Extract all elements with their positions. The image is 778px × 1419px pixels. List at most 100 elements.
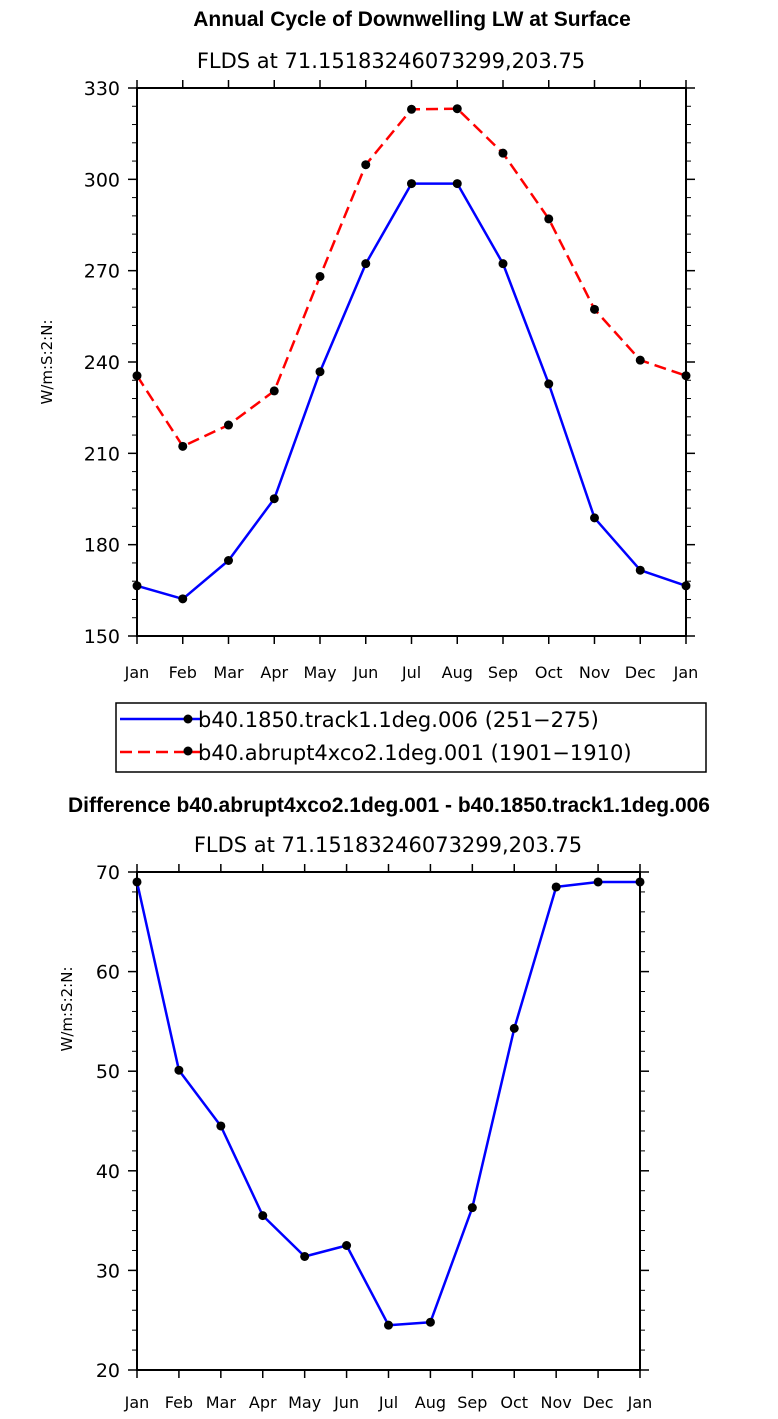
x-tick-label: Oct [535,663,563,682]
x-tick-label: Oct [500,1393,528,1412]
y-tick-label: 300 [84,169,120,191]
chart1-legend: b40.1850.track1.1deg.006 (251−275) b40.a… [115,702,707,773]
data-point-series-1 [132,877,142,887]
x-tick-label: Jun [352,663,378,682]
legend-label-series-2: b40.abrupt4xco2.1deg.001 (1901−1910) [198,741,632,765]
data-point-series-1 [342,1241,352,1250]
x-tick-label: Feb [165,1393,193,1412]
data-point-series-1 [216,1121,226,1131]
data-point-series-2 [635,355,645,365]
legend-frame [115,702,707,773]
data-point-series-2 [269,386,279,396]
data-point-series-2 [178,441,188,451]
legend-marker-series-1 [183,714,193,724]
chart1-axes: 150 180 210 240 270 300 330 Jan Feb Mar Apr May Jun J… [84,78,699,682]
y-tick-label: 40 [96,1161,120,1183]
y-tick-label: 20 [96,1360,120,1382]
y-tick-label: 150 [84,626,120,648]
x-tick-label: Jul [378,1393,398,1412]
y-tick-label: 330 [84,78,120,100]
data-point-series-1 [315,367,325,377]
chart2-subtitle: FLDS at 71.15183246073299,203.75 [194,833,582,857]
plot-frame [136,871,641,1371]
x-tick-label: Aug [442,663,473,682]
y-tick-label: 180 [84,535,120,557]
y-tick-label: 60 [96,962,120,984]
x-tick-label: Jan [124,663,150,682]
data-point-series-1 [407,179,416,189]
data-point-series-2 [681,371,691,381]
x-tick-label: Dec [625,663,656,682]
data-point-series-2 [544,214,554,224]
x-tick-label: Sep [457,1393,487,1412]
x-tick-label: Jan [627,1393,653,1412]
data-point-series-1 [593,877,603,887]
data-point-series-2 [132,371,142,381]
data-point-series-1 [498,259,508,269]
data-point-series-1 [132,581,142,591]
x-tick-label: Jun [333,1393,359,1412]
data-point-series-1 [174,1065,184,1075]
legend-label-series-1: b40.1850.track1.1deg.006 (251−275) [198,708,599,732]
data-point-series-2 [315,271,325,281]
y-tick-label: 70 [96,862,120,884]
chart1-plot-area [132,104,691,604]
y-tick-label: 210 [84,443,120,465]
data-point-series-2 [498,148,508,158]
x-tick-label: Mar [213,663,244,682]
x-tick-label: Jan [124,1393,150,1412]
data-point-series-1 [258,1211,268,1221]
y-tick-label: 240 [84,352,120,374]
data-point-series-1 [635,565,645,575]
data-point-series-1 [509,1023,519,1033]
data-point-series-2 [452,104,462,114]
series-line-2 [135,107,687,448]
x-tick-label: Sep [488,663,518,682]
x-tick-label: Nov [579,663,610,682]
data-point-series-1 [544,379,554,389]
x-tick-label: Jan [673,663,699,682]
data-point-series-1 [635,877,645,887]
y-tick-label: 50 [96,1061,120,1083]
data-point-series-1 [269,494,279,504]
x-tick-label: Feb [169,663,197,682]
chart2-y-axis-label: W/m:S:2:N: [58,967,76,1052]
y-tick-label: 30 [96,1260,120,1282]
data-point-series-1 [384,1320,393,1330]
data-point-series-1 [178,594,188,604]
x-tick-label: Aug [415,1393,446,1412]
plot-frame [136,87,687,637]
chart1-y-axis-label: W/m:S:2:N: [38,320,56,405]
data-point-series-1 [452,179,462,189]
x-tick-label: Jul [401,663,421,682]
chart1-title: Annual Cycle of Downwelling LW at Surfac… [193,8,631,31]
series-line-1 [135,880,640,1327]
chart2-plot-area [132,877,645,1330]
data-point-series-1 [224,555,233,565]
data-point-series-1 [361,259,371,269]
x-tick-label: Apr [249,1393,277,1412]
data-point-series-2 [407,104,416,114]
data-point-series-1 [590,513,599,523]
chart1-subtitle: FLDS at 71.15183246073299,203.75 [197,49,585,73]
data-point-series-1 [300,1251,310,1261]
data-point-series-2 [361,160,371,170]
x-tick-label: Apr [260,663,288,682]
chart2-title: Difference b40.abrupt4xco2.1deg.001 - b4… [68,794,710,817]
series-line-1 [136,182,687,601]
data-point-series-1 [425,1317,435,1327]
data-point-series-1 [681,581,691,591]
data-point-series-2 [590,304,599,314]
y-tick-label: 270 [84,261,120,283]
chart2-axes: 20 30 40 50 60 70 Jan Feb Mar Apr May Jun Jul Aug Sep O… [96,862,653,1412]
data-point-series-1 [551,882,561,892]
x-tick-label: Nov [541,1393,572,1412]
data-point-series-1 [467,1203,477,1213]
x-tick-label: Dec [583,1393,614,1412]
x-tick-label: Mar [206,1393,237,1412]
x-tick-label: May [303,663,336,682]
data-point-series-2 [224,420,233,430]
x-tick-label: May [288,1393,321,1412]
legend-marker-series-2 [183,746,193,756]
